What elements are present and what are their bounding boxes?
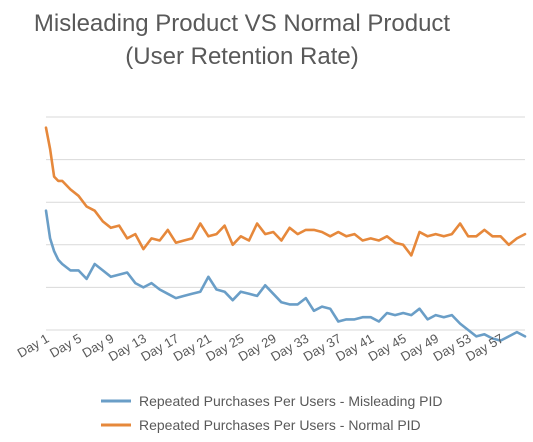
legend: Repeated Purchases Per Users - Misleadin… [101,393,442,433]
legend-label-0: Repeated Purchases Per Users - Misleadin… [139,393,442,409]
x-tick-label: Day 1 [15,331,52,361]
series-line-0 [44,209,527,342]
gridlines [46,116,525,331]
x-tick-label: Day 5 [47,331,84,361]
chart-title-line-1: Misleading Product VS Normal Product [34,10,451,37]
legend-label-1: Repeated Purchases Per Users - Normal PI… [139,417,421,433]
series-line-1 [44,126,527,257]
chart-title-line-2: (User Retention Rate) [125,43,358,70]
series-lines [44,126,527,342]
